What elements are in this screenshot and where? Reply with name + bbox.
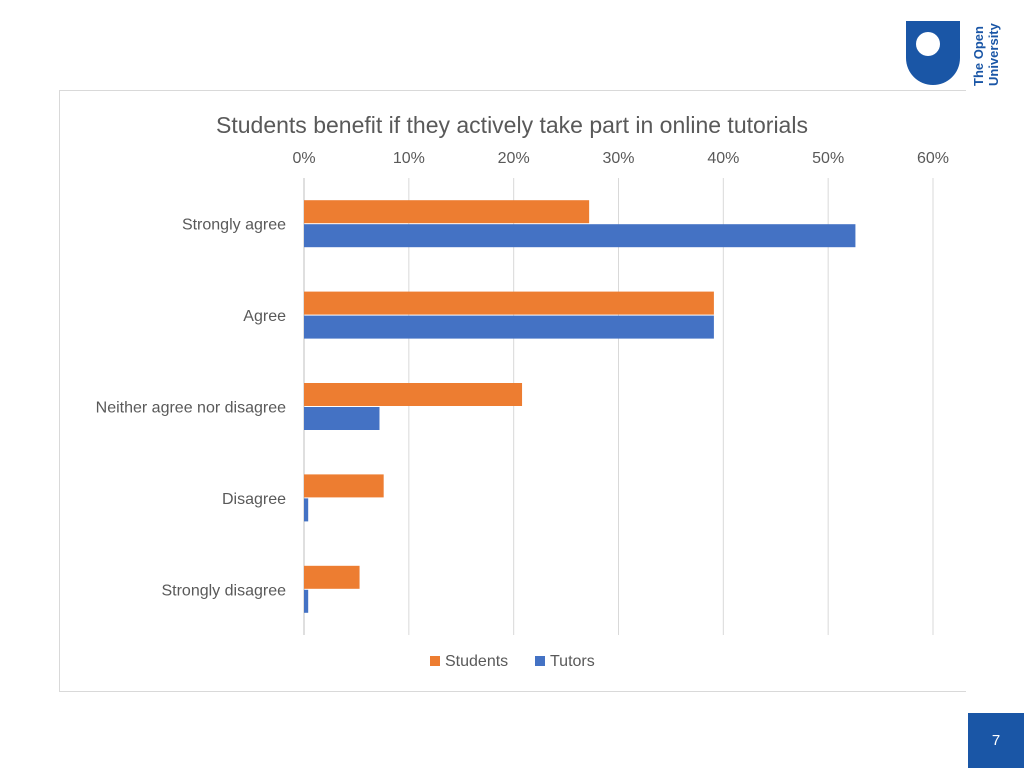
page-number: 7	[991, 732, 1001, 749]
bar-tutors	[304, 498, 309, 522]
x-tick-label: 40%	[707, 150, 739, 167]
category-label: Strongly disagree	[161, 582, 286, 599]
chart-area: Students benefit if they actively take p…	[59, 90, 966, 692]
bar-students	[304, 383, 523, 406]
x-tick-label: 30%	[602, 150, 634, 167]
x-tick-label: 60%	[917, 150, 949, 167]
category-label: Strongly agree	[182, 217, 286, 234]
bar-chart: Students benefit if they actively take p…	[96, 112, 949, 670]
category-label: Neither agree nor disagree	[96, 400, 286, 417]
page-number-badge: 7	[968, 713, 1024, 768]
chart-title: Students benefit if they actively take p…	[216, 112, 808, 138]
category-label: Disagree	[222, 491, 286, 508]
legend-label: Tutors	[550, 653, 595, 670]
logo-shield-icon	[906, 21, 960, 85]
bar-tutors	[304, 315, 714, 339]
legend-swatch	[430, 656, 440, 666]
bar-students	[304, 474, 384, 498]
open-university-logo: The Open University	[904, 18, 1010, 90]
legend-swatch	[535, 656, 545, 666]
category-label: Agree	[243, 308, 286, 325]
x-tick-label: 50%	[812, 150, 844, 167]
bar-students	[304, 200, 590, 224]
logo-text-line1: The Open	[971, 26, 986, 86]
legend-label: Students	[445, 653, 508, 670]
bar-tutors	[304, 224, 856, 248]
bar-students	[304, 565, 360, 589]
x-tick-label: 10%	[393, 150, 425, 167]
logo-dot-icon	[916, 32, 940, 56]
bar-students	[304, 291, 714, 315]
logo-wordmark: The Open University	[971, 22, 1001, 86]
bar-tutors	[304, 589, 309, 613]
x-tick-label: 20%	[498, 150, 530, 167]
bar-tutors	[304, 407, 380, 430]
x-tick-label: 0%	[292, 150, 315, 167]
logo-text-line2: University	[986, 22, 1001, 86]
